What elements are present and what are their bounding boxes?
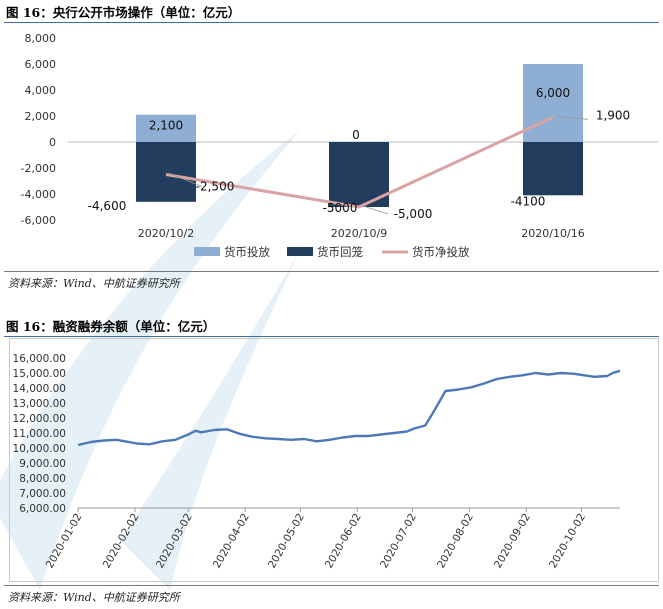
legend-label: 货币投放 [224, 245, 270, 259]
x-tick-label: 2020/10/9 [331, 227, 387, 240]
x-tick-label: 2020-05-02 [266, 512, 307, 571]
figure2-bottom-rule [4, 585, 659, 586]
y-tick-label: 10,000.00 [13, 443, 66, 455]
figure1-bottom-rule [4, 271, 659, 272]
x-tick-label: 2020-03-02 [154, 512, 195, 571]
y-tick-label: -2,000 [21, 162, 56, 175]
y-tick-label: 9,000.00 [19, 458, 66, 470]
bar-withdrawal [523, 142, 583, 196]
data-label-withdrawal: -4,600 [88, 199, 127, 213]
y-tick-label: 6,000 [25, 58, 57, 71]
data-label-injection: 6,000 [536, 86, 570, 100]
legend-swatch [194, 247, 220, 256]
y-tick-label: 12,000.00 [13, 413, 66, 425]
y-tick-label: 11,000.00 [13, 428, 66, 440]
data-label-net: 1,900 [596, 108, 630, 122]
x-tick-label: 2020/10/16 [521, 227, 584, 240]
x-tick-label: 2020-06-02 [323, 512, 364, 571]
x-tick-label: 2020-10-02 [547, 512, 588, 571]
y-tick-label: 13,000.00 [13, 398, 66, 410]
data-label-injection: 2,100 [149, 119, 183, 133]
margin-balance-chart-frame [9, 338, 659, 582]
data-label-net: -5,000 [394, 207, 433, 221]
open-market-operations-chart: -6,000 -4,000 -2,000 0 2,000 4,000 6,000 8,000 2… [21, 32, 658, 259]
figure1-title: 图 16：央行公开市场操作（单位：亿元） [6, 5, 241, 20]
legend-swatch [287, 247, 313, 256]
y-tick-label: 16,000.00 [13, 353, 66, 365]
bar-injection [523, 64, 583, 142]
x-tick-label: 2020-02-02 [101, 512, 142, 571]
x-tick-label: 2020-07-02 [378, 512, 419, 571]
leader-line [362, 205, 389, 215]
figure1-source: 资料来源：Wind、中航证券研究所 [8, 277, 180, 290]
net-injection-line [165, 115, 554, 209]
x-tick-label: 2020-01-02 [44, 512, 85, 571]
y-tick-label: -4,000 [21, 188, 56, 201]
margin-balance-chart: 6,000.00 7,000.00 8,000.00 9,000.00 10,000.0… [13, 353, 621, 571]
bar-injection [136, 114, 196, 142]
figure2-title: 图 16：融资融券余额（单位：亿元） [6, 319, 216, 334]
y-tick-label: 15,000.00 [13, 368, 66, 380]
y-tick-label: 2,000 [25, 110, 57, 123]
y-tick-label: 0 [49, 136, 56, 149]
x-tick-label: 2020-04-02 [211, 512, 252, 571]
figure1-top-rule [4, 22, 659, 23]
figure2-top-rule [4, 336, 659, 337]
y-tick-label: 8,000 [25, 32, 57, 45]
y-tick-label: 7,000.00 [19, 488, 66, 500]
y-tick-label: 4,000 [25, 84, 57, 97]
data-label-injection: 0 [352, 128, 360, 142]
legend-label: 货币回笼 [317, 245, 363, 259]
leader-line [556, 115, 589, 120]
bar-withdrawal [136, 142, 196, 202]
y-tick-label: 8,000.00 [19, 473, 66, 485]
data-label-withdrawal: -4100 [511, 194, 546, 208]
x-tick-label: 2020-08-02 [435, 512, 476, 571]
data-label-net: -2,500 [196, 180, 235, 194]
figure2-source: 资料来源：Wind、中航证券研究所 [8, 591, 180, 604]
legend-label: 货币净投放 [412, 245, 470, 259]
y-tick-label: -6,000 [21, 214, 56, 227]
margin-balance-line [77, 369, 621, 447]
data-label-withdrawal: -5000 [323, 201, 358, 215]
y-tick-label: 14,000.00 [13, 383, 66, 395]
leader-line [169, 173, 203, 187]
y-tick-label: 6,000.00 [19, 503, 66, 515]
x-tick-label: 2020/10/2 [138, 227, 194, 240]
x-tick-label: 2020-09-02 [492, 512, 533, 571]
